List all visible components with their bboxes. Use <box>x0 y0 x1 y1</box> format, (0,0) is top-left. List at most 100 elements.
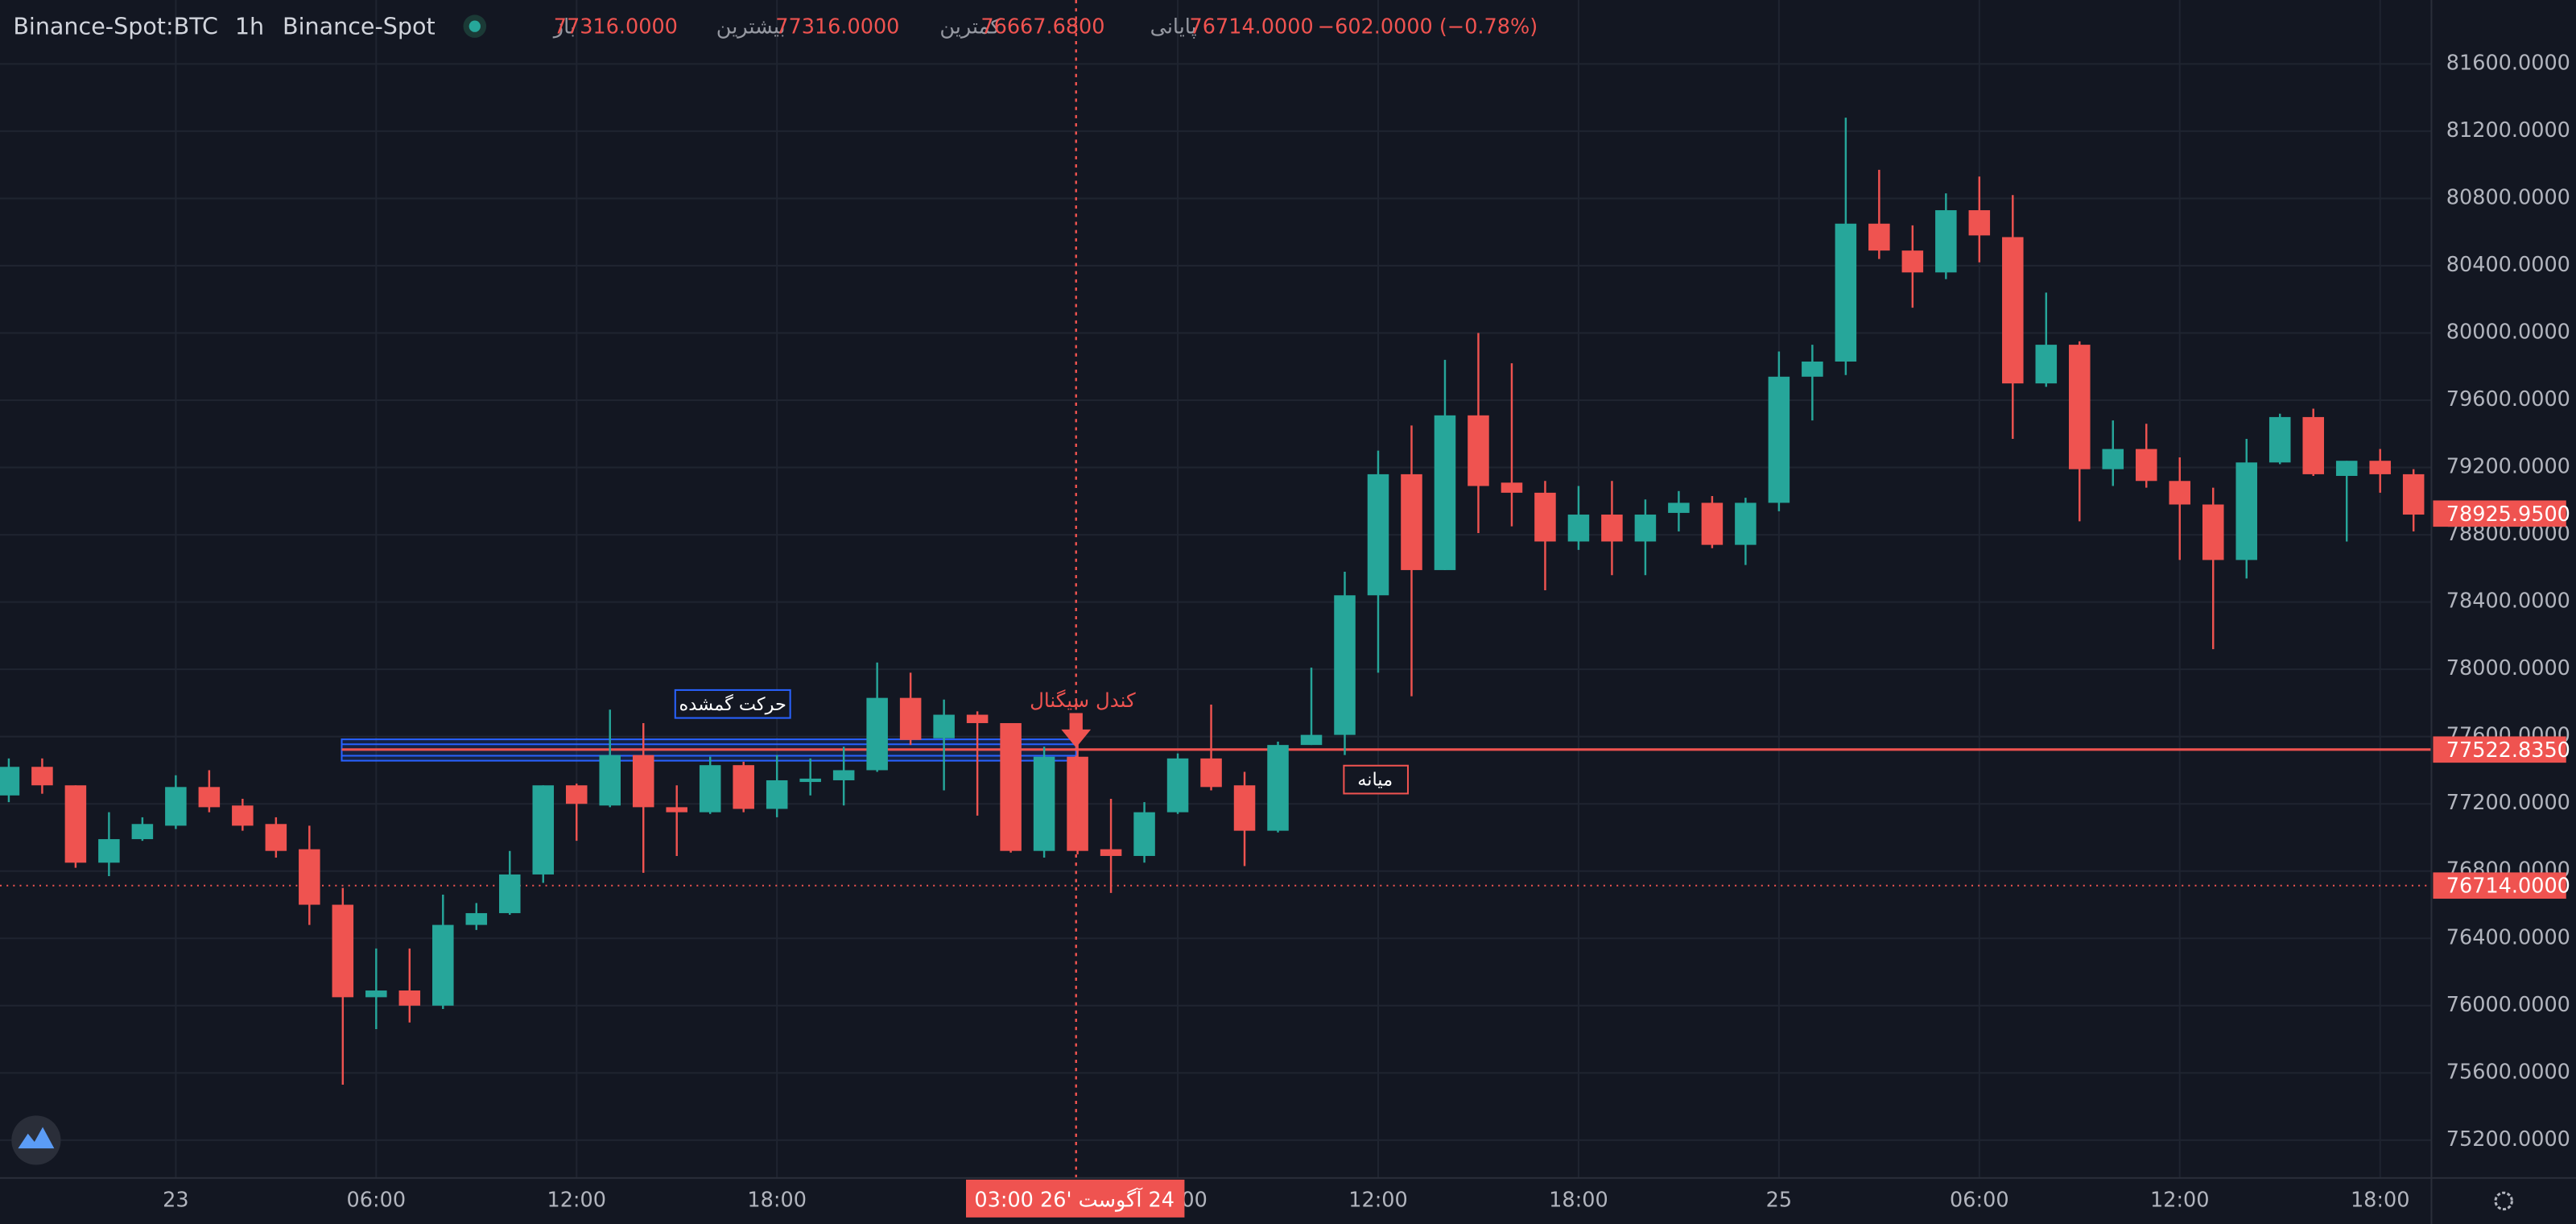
crosshair-label-bg <box>966 1179 1185 1218</box>
candle-body <box>1200 758 1222 788</box>
candle-body <box>532 785 555 875</box>
candle-body <box>966 714 989 723</box>
price-label: 76714.0000 <box>2446 875 2570 899</box>
candle-body <box>499 874 521 913</box>
signal-arrow <box>1061 713 1092 748</box>
symbol: Binance-Spot:BTC <box>13 13 218 40</box>
price-label-bg <box>2433 736 2566 763</box>
y-tick-label: 81600.0000 <box>2446 51 2570 75</box>
y-tick-label: 78400.0000 <box>2446 589 2570 614</box>
exchange: Binance-Spot <box>283 13 436 40</box>
candle-body <box>131 824 154 840</box>
candle-body <box>2102 449 2124 469</box>
candle-body <box>31 767 53 786</box>
candle-body <box>2302 416 2324 474</box>
candle-body <box>198 787 221 808</box>
candle-body <box>2402 473 2425 515</box>
candle-body <box>1000 722 1022 851</box>
legend-change: −602.0000 (−0.78%) <box>1318 15 1538 39</box>
x-tick-label: 18:00 <box>1549 1188 1608 1212</box>
legend-value: 76667.6800 <box>980 15 1104 39</box>
x-tick-label: 25 <box>1766 1188 1792 1212</box>
x-tick-label: 18:00 <box>747 1188 807 1212</box>
candle-body <box>866 697 888 771</box>
last-price-bg <box>2433 500 2566 527</box>
candle-body <box>632 755 654 808</box>
x-tick-label: 12:00 <box>547 1188 606 1212</box>
x-tick-label: 12:00 <box>2150 1188 2210 1212</box>
candle-body <box>1768 376 1790 503</box>
candle-body <box>1267 745 1289 831</box>
candle-body <box>265 824 287 851</box>
candle-body <box>2235 462 2257 560</box>
candle-body <box>232 805 254 826</box>
candle-body <box>2069 345 2091 469</box>
candle-body <box>832 770 855 780</box>
y-tick-label: 80800.0000 <box>2446 185 2570 209</box>
candle-body <box>1133 812 1155 856</box>
candle-body <box>733 765 754 809</box>
candle-body <box>933 714 955 738</box>
candle-body <box>1835 223 1857 362</box>
legend-value: 76714.0000 <box>1190 15 1314 39</box>
candle-body <box>2136 449 2157 482</box>
candle-body <box>1802 361 1823 377</box>
legend-label: باز <box>552 15 576 39</box>
candle-body <box>1501 482 1523 493</box>
price-label: 77522.8350 <box>2446 738 2570 763</box>
candle-body <box>2202 504 2224 560</box>
y-tick-label: 80400.0000 <box>2446 253 2570 277</box>
legend-label: بیشترین <box>716 15 786 39</box>
candle-body <box>2335 461 2358 476</box>
candle-body <box>1367 473 1389 596</box>
logo-icon <box>18 1127 55 1149</box>
candle-body <box>1868 223 1890 251</box>
x-tick-label: 12:00 <box>1348 1188 1408 1212</box>
candle-body <box>2169 481 2191 505</box>
candle-body <box>1334 595 1356 735</box>
grid <box>0 0 2432 1178</box>
candle-body <box>799 778 821 783</box>
candle-body <box>1166 758 1189 813</box>
candle-body <box>1067 756 1088 851</box>
candle-body <box>666 807 687 813</box>
candle-body <box>465 912 488 925</box>
y-tick-label: 78000.0000 <box>2446 656 2570 680</box>
candles <box>0 118 2425 1085</box>
candle-body <box>1968 210 1991 236</box>
candle-body <box>165 787 187 826</box>
candle-body <box>1033 756 1055 851</box>
legend-label: کمترین <box>939 15 1001 39</box>
y-tick-label: 81200.0000 <box>2446 118 2570 143</box>
axes: 75200.0000 75600.0000 76000.0000 76400.0000… <box>163 51 2570 1212</box>
candle-body <box>1668 502 1690 513</box>
candle-body <box>2268 416 2291 463</box>
candle-body <box>2002 237 2024 384</box>
candle-body <box>1434 415 1456 570</box>
candle-body <box>1634 515 1657 542</box>
annotation-box <box>674 688 791 719</box>
candle-body <box>1935 210 1957 273</box>
annotation: میانه <box>1357 770 1393 791</box>
candle-body <box>699 765 721 813</box>
y-tick-label: 76000.0000 <box>2446 993 2570 1017</box>
candle-body <box>365 990 387 998</box>
price-label-bg <box>2433 872 2566 899</box>
candle-body <box>398 990 421 1006</box>
x-tick-label: 06:00 <box>1950 1188 2009 1212</box>
y-tick-label: 77200.0000 <box>2446 791 2570 815</box>
candle-body <box>2369 461 2391 474</box>
annotation: کندل سیگنال <box>1030 688 1136 712</box>
candle-body <box>1601 515 1623 542</box>
candle-body <box>1468 415 1489 486</box>
candle-body <box>0 767 20 796</box>
candle-body <box>565 785 588 804</box>
candle-body <box>1735 502 1757 545</box>
settings-icon[interactable] <box>2494 1191 2513 1211</box>
y-tick-label: 75600.0000 <box>2446 1060 2570 1084</box>
legend-label: پایانی <box>1150 15 1197 39</box>
legend-value: 77316.0000 <box>554 15 678 39</box>
last-price-label: 78925.9500 <box>2446 502 2570 527</box>
